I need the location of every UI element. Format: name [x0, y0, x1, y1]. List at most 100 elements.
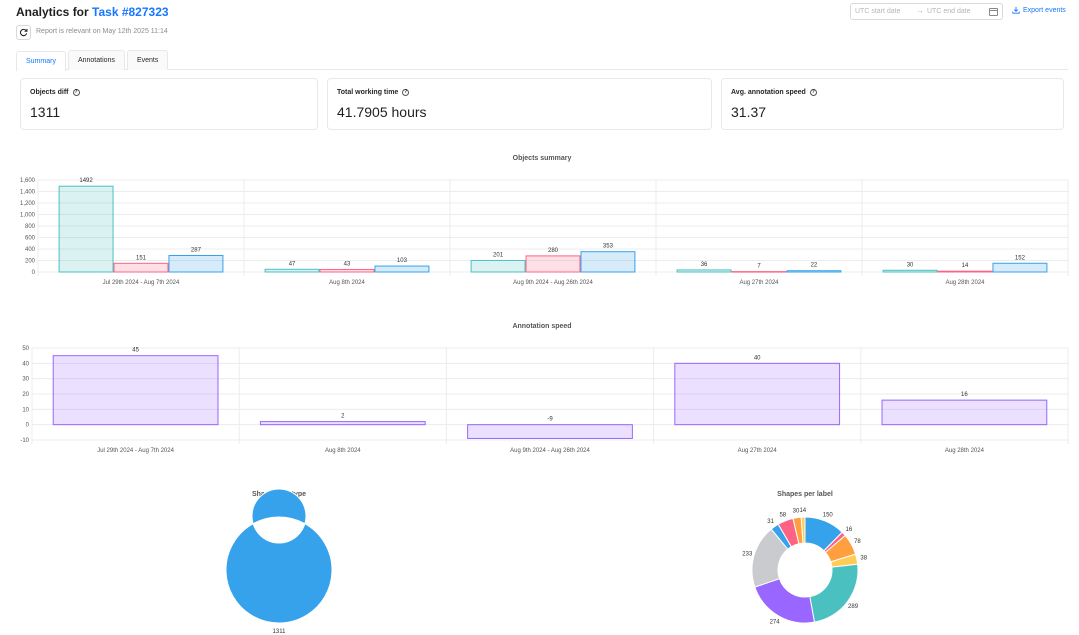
download-icon — [1012, 6, 1020, 14]
card-title: Avg. annotation speed ? — [731, 89, 817, 96]
x-tick-label: Aug 8th 2024 — [325, 448, 361, 454]
pie-slice — [754, 578, 816, 624]
bar — [992, 262, 1048, 273]
bar — [786, 270, 842, 273]
y-tick-label: 40 — [22, 361, 29, 367]
pie-value-label: 150 — [823, 512, 834, 518]
y-tick-label: 0 — [26, 423, 30, 429]
y-tick-label: -10 — [20, 438, 29, 444]
y-tick-label: 800 — [25, 224, 36, 230]
x-tick-label: Jul 29th 2024 - Aug 7th 2024 — [97, 448, 174, 454]
tab-events[interactable]: Events — [126, 50, 169, 70]
y-tick-label: 30 — [22, 377, 29, 383]
bar-value-label: 353 — [603, 244, 614, 250]
start-date-input[interactable]: UTC start date — [855, 8, 901, 15]
card-title: Total working time ? — [337, 89, 410, 96]
bar-value-label: 2 — [341, 414, 345, 420]
pie-slice — [225, 488, 333, 624]
bar-value-label: 36 — [701, 262, 708, 268]
bar — [881, 399, 1048, 426]
x-tick-label: Aug 27th 2024 — [738, 448, 778, 454]
tab-annotations[interactable]: Annotations — [67, 50, 125, 70]
y-tick-label: 20 — [22, 392, 29, 398]
question-icon[interactable]: ? — [809, 89, 817, 96]
task-link[interactable]: Task #827323 — [92, 5, 169, 19]
x-tick-label: Aug 8th 2024 — [329, 280, 365, 286]
y-tick-label: 1,400 — [20, 190, 36, 196]
y-tick-label: 0 — [32, 270, 36, 276]
total-working-time-card: Total working time ? 41.7905 hours — [327, 78, 712, 130]
bar-value-label: 45 — [132, 348, 139, 354]
bar-value-label: -9 — [547, 417, 553, 423]
bar-value-label: 16 — [961, 392, 968, 398]
bar-value-label: 287 — [191, 247, 202, 253]
bar — [731, 271, 787, 273]
reload-icon — [19, 28, 28, 37]
annotation-speed-title: Annotation speed — [512, 323, 572, 330]
bar-value-label: 151 — [136, 255, 147, 261]
bar — [113, 262, 169, 273]
bar-value-label: 47 — [289, 261, 296, 267]
objects-diff-card: Objects diff ? 1311 — [20, 78, 318, 130]
bar-value-label: 201 — [493, 252, 504, 258]
x-tick-label: Aug 27th 2024 — [739, 280, 779, 286]
export-events-label: Export events — [1023, 6, 1066, 14]
bar — [264, 268, 320, 273]
bar-value-label: 30 — [907, 262, 914, 268]
export-events-button[interactable]: Export events — [1012, 6, 1066, 14]
bar-value-label: 152 — [1015, 255, 1026, 261]
date-range-picker[interactable]: UTC start date → UTC end date — [850, 3, 1003, 20]
bar — [525, 255, 581, 273]
bar — [259, 421, 426, 426]
bar-value-label: 7 — [757, 264, 761, 270]
bar — [580, 251, 636, 273]
y-tick-label: 1,000 — [20, 213, 36, 219]
bar-value-label: 103 — [397, 258, 408, 264]
x-tick-label: Jul 29th 2024 - Aug 7th 2024 — [103, 280, 180, 286]
refresh-button[interactable] — [16, 25, 31, 40]
x-tick-label: Aug 9th 2024 - Aug 26th 2024 — [510, 448, 590, 454]
end-date-input[interactable]: UTC end date — [927, 8, 971, 15]
y-tick-label: 400 — [25, 247, 36, 253]
question-icon[interactable]: ? — [72, 89, 80, 96]
x-tick-label: Aug 28th 2024 — [945, 280, 985, 286]
bar — [676, 269, 732, 273]
pie-slice — [800, 516, 806, 544]
y-tick-label: 1,200 — [20, 201, 36, 207]
arrow-right-icon: → — [916, 8, 924, 15]
card-value: 31.37 — [731, 104, 767, 120]
x-tick-label: Aug 28th 2024 — [945, 448, 985, 454]
pie-value-label: 58 — [779, 512, 786, 518]
pie-value-label: 233 — [742, 552, 753, 558]
page-title: Analytics for Task #827323 — [16, 5, 169, 19]
shapes-per-label-title: Shapes per label — [777, 491, 833, 498]
bar — [937, 270, 993, 273]
tab-summary[interactable]: Summary — [16, 51, 66, 71]
bar-value-label: 22 — [811, 263, 818, 269]
bar — [319, 269, 375, 273]
bar-value-label: 280 — [548, 248, 559, 254]
bar-value-label: 43 — [344, 262, 351, 268]
bar — [168, 254, 224, 273]
pie-value-label: 289 — [848, 604, 859, 610]
y-tick-label: 50 — [22, 346, 29, 352]
card-title-text: Avg. annotation speed — [731, 89, 806, 96]
objects-summary-title: Objects summary — [512, 155, 572, 162]
pie-value-label: 78 — [854, 539, 861, 545]
y-tick-label: 10 — [22, 407, 29, 413]
y-tick-label: 600 — [25, 236, 36, 242]
bar — [470, 259, 526, 273]
card-value: 1311 — [30, 104, 61, 120]
bar — [882, 269, 938, 273]
pie-slice — [809, 563, 859, 623]
pie-value-label: 14 — [799, 508, 806, 514]
question-icon[interactable]: ? — [402, 89, 410, 96]
calendar-icon[interactable] — [989, 7, 998, 16]
bar-value-label: 40 — [754, 355, 761, 361]
card-value: 41.7905 hours — [337, 104, 427, 120]
y-tick-label: 200 — [25, 259, 36, 265]
bar-value-label: 1492 — [79, 178, 93, 184]
pie-value-label: 38 — [860, 556, 867, 562]
pie-value-label: 1311 — [273, 629, 287, 635]
report-timestamp: Report is relevant on May 12th 2025 11:1… — [36, 28, 168, 35]
